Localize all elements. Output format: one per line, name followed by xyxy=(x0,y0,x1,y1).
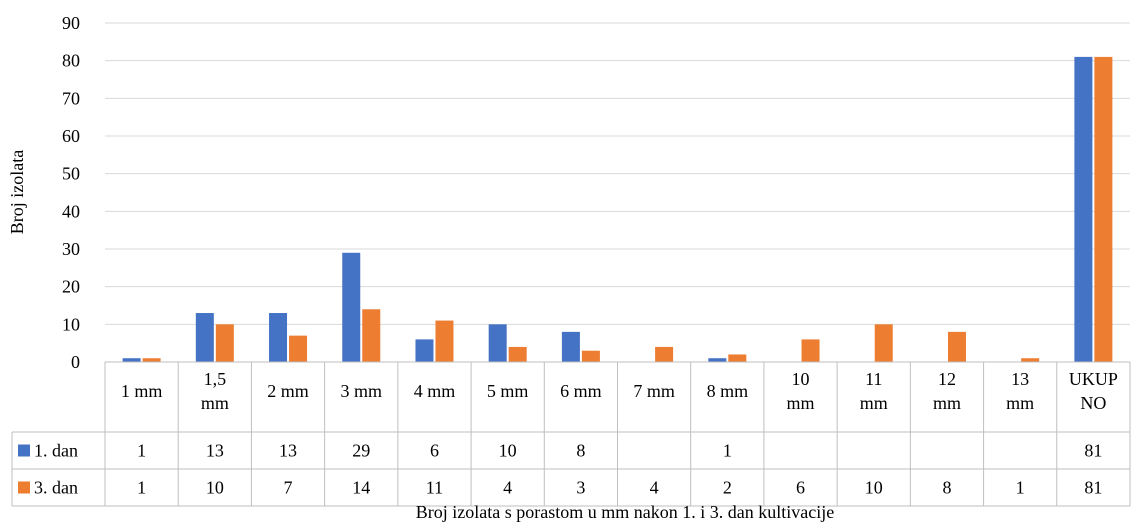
data-label: 14 xyxy=(352,478,370,498)
data-label: 81 xyxy=(1084,441,1102,461)
data-label: 1 xyxy=(723,441,732,461)
y-tick-label: 0 xyxy=(71,352,80,372)
y-tick-label: 10 xyxy=(62,314,80,334)
y-tick-label: 20 xyxy=(62,277,80,297)
bar-2-4 xyxy=(362,309,381,362)
bar-2-2 xyxy=(215,324,234,362)
legend-label: 3. dan xyxy=(34,478,78,498)
x-tick-label: 1 mm xyxy=(121,381,163,401)
y-axis-ticks: 0 10 20 30 40 50 60 70 80 90 xyxy=(62,13,80,372)
bar-2-3 xyxy=(289,335,308,362)
x-tick-label: 4 mm xyxy=(414,381,456,401)
x-tick-label: mm xyxy=(933,393,961,413)
data-label: 4 xyxy=(650,478,659,498)
bar-1-1 xyxy=(122,358,141,362)
x-tick-label: mm xyxy=(787,393,815,413)
y-tick-label: 80 xyxy=(62,51,80,71)
y-tick-label: 40 xyxy=(62,201,80,221)
data-label: 8 xyxy=(942,478,951,498)
data-label: 6 xyxy=(430,441,439,461)
data-label: 11 xyxy=(426,478,443,498)
y-tick-label: 60 xyxy=(62,126,80,146)
bar-1-5 xyxy=(415,339,434,362)
bar-1-7 xyxy=(561,331,580,362)
bar-2-10 xyxy=(801,339,820,362)
x-tick-label: UKUP xyxy=(1069,369,1118,389)
bar-1-6 xyxy=(488,324,507,362)
x-tick-label: mm xyxy=(860,393,888,413)
data-label: 1 xyxy=(137,478,146,498)
x-tick-label: 11 xyxy=(865,369,882,389)
x-tick-label: 10 xyxy=(792,369,810,389)
bar-2-12 xyxy=(947,331,966,362)
bar-1-2 xyxy=(195,313,214,362)
data-label: 1 xyxy=(1016,478,1025,498)
bar-2-6 xyxy=(508,346,527,362)
data-label: 29 xyxy=(352,441,370,461)
x-tick-label: NO xyxy=(1080,393,1106,413)
y-tick-label: 50 xyxy=(62,164,80,184)
data-label: 13 xyxy=(279,441,297,461)
x-tick-label: mm xyxy=(201,393,229,413)
legend-label: 1. dan xyxy=(34,441,78,461)
y-tick-label: 70 xyxy=(62,88,80,108)
bar-1-9 xyxy=(708,358,727,362)
data-label: 81 xyxy=(1084,478,1102,498)
bar-2-8 xyxy=(655,346,674,362)
x-tick-label: 6 mm xyxy=(560,381,602,401)
x-tick-label: 3 mm xyxy=(340,381,382,401)
data-label: 10 xyxy=(865,478,883,498)
x-tick-label: 7 mm xyxy=(633,381,675,401)
y-tick-label: 30 xyxy=(62,239,80,259)
x-axis-label: Broj izolata s porastom u mm nakon 1. i … xyxy=(416,502,834,522)
y-tick-label: 90 xyxy=(62,13,80,33)
bars xyxy=(122,56,1113,363)
bar-1-4 xyxy=(342,252,361,362)
data-label: 13 xyxy=(206,441,224,461)
legend-swatch xyxy=(18,444,30,457)
data-label: 4 xyxy=(503,478,512,498)
x-tick-label: 12 xyxy=(938,369,956,389)
bar-2-7 xyxy=(581,350,600,362)
bar-2-13 xyxy=(1021,358,1040,362)
data-label: 2 xyxy=(723,478,732,498)
y-axis-label: Broj izolata xyxy=(7,150,27,234)
bar-2-9 xyxy=(728,354,747,362)
data-label: 8 xyxy=(576,441,585,461)
x-tick-label: 2 mm xyxy=(267,381,309,401)
x-tick-label: mm xyxy=(1006,393,1034,413)
data-label: 10 xyxy=(499,441,517,461)
bar-1-3 xyxy=(269,313,288,362)
data-table: 1 mm 1,5 mm 2 mm 3 mm 4 mm 5 mm 6 mm 7 mm 8 mm 10 m… xyxy=(11,361,1131,507)
bar-1-14 xyxy=(1074,56,1093,363)
x-tick-label: 5 mm xyxy=(487,381,529,401)
data-label: 3 xyxy=(576,478,585,498)
data-label: 6 xyxy=(796,478,805,498)
data-label: 10 xyxy=(206,478,224,498)
legend-swatch xyxy=(18,481,30,494)
bar-2-5 xyxy=(435,320,454,362)
gridlines xyxy=(105,22,1130,325)
bar-2-1 xyxy=(142,358,161,362)
x-tick-label: 1,5 xyxy=(204,369,227,389)
bar-2-11 xyxy=(874,324,893,362)
bar-2-14 xyxy=(1094,56,1113,363)
x-tick-label: 13 xyxy=(1011,369,1029,389)
x-tick-label: 8 mm xyxy=(707,381,749,401)
data-label: 1 xyxy=(137,441,146,461)
data-label: 7 xyxy=(284,478,293,498)
